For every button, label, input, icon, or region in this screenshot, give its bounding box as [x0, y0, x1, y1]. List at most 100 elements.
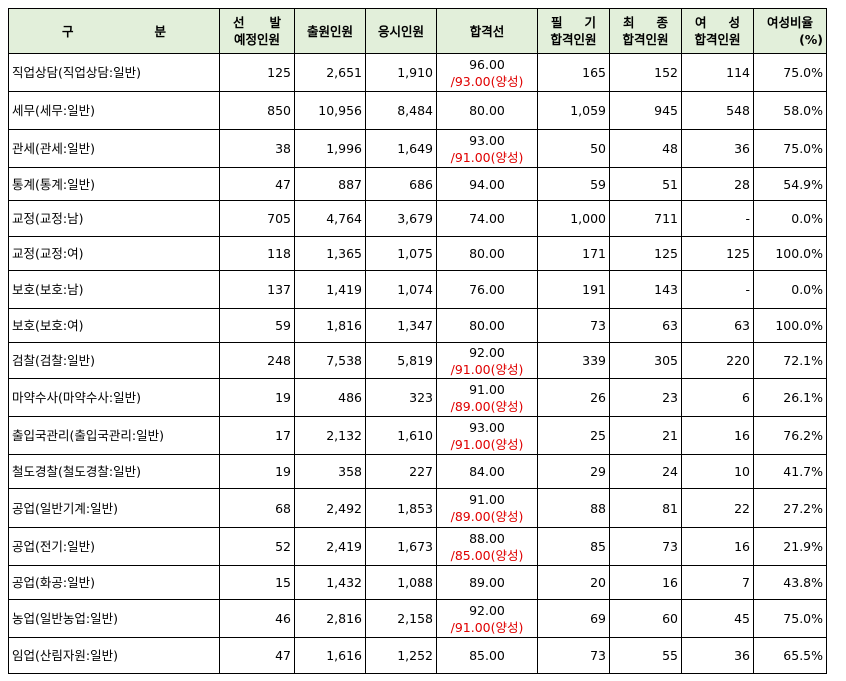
- cell-final-pass[interactable]: 143: [609, 270, 682, 309]
- cell-applicants[interactable]: 1,365: [294, 236, 366, 271]
- cell-name[interactable]: 공업(전기:일반): [8, 527, 220, 566]
- cell-written-pass[interactable]: 171: [537, 236, 610, 271]
- cell-examinees[interactable]: 1,910: [365, 53, 437, 92]
- cell-cutoff[interactable]: 80.00: [436, 236, 538, 271]
- header-female-pass[interactable]: 여 성 합격인원: [681, 8, 754, 54]
- cell-female-pass[interactable]: 28: [681, 167, 754, 201]
- cell-final-pass[interactable]: 152: [609, 53, 682, 92]
- header-category[interactable]: 구 분: [8, 8, 220, 54]
- cell-final-pass[interactable]: 48: [609, 129, 682, 168]
- cell-examinees[interactable]: 5,819: [365, 342, 437, 379]
- cell-cutoff[interactable]: 84.00: [436, 454, 538, 489]
- cell-name[interactable]: 교정(교정:남): [8, 200, 220, 237]
- cell-name[interactable]: 통계(통계:일반): [8, 167, 220, 201]
- cell-female-pass[interactable]: -: [681, 270, 754, 309]
- cell-cutoff[interactable]: 91.00/89.00(양성): [436, 488, 538, 528]
- cell-written-pass[interactable]: 69: [537, 599, 610, 638]
- cell-name[interactable]: 마약수사(마약수사:일반): [8, 378, 220, 417]
- cell-name[interactable]: 공업(일반기계:일반): [8, 488, 220, 528]
- cell-name[interactable]: 검찰(검찰:일반): [8, 342, 220, 379]
- cell-applicants[interactable]: 1,816: [294, 308, 366, 343]
- cell-applicants[interactable]: 1,616: [294, 637, 366, 674]
- cell-planned[interactable]: 125: [219, 53, 295, 92]
- cell-planned[interactable]: 118: [219, 236, 295, 271]
- cell-cutoff[interactable]: 89.00: [436, 565, 538, 600]
- cell-final-pass[interactable]: 81: [609, 488, 682, 528]
- cell-planned[interactable]: 137: [219, 270, 295, 309]
- cell-final-pass[interactable]: 125: [609, 236, 682, 271]
- cell-female-ratio[interactable]: 26.1%: [752, 378, 828, 417]
- cell-examinees[interactable]: 3,679: [365, 200, 437, 237]
- cell-applicants[interactable]: 10,956: [294, 91, 366, 130]
- cell-examinees[interactable]: 1,075: [365, 236, 437, 271]
- cell-final-pass[interactable]: 60: [609, 599, 682, 638]
- cell-applicants[interactable]: 1,432: [294, 565, 366, 600]
- cell-examinees[interactable]: 1,347: [365, 308, 437, 343]
- cell-examinees[interactable]: 1,853: [365, 488, 437, 528]
- cell-planned[interactable]: 248: [219, 342, 295, 379]
- cell-female-pass[interactable]: 45: [681, 599, 754, 638]
- cell-examinees[interactable]: 1,088: [365, 565, 437, 600]
- cell-written-pass[interactable]: 85: [537, 527, 610, 566]
- cell-female-ratio[interactable]: 76.2%: [752, 416, 828, 455]
- header-final-pass[interactable]: 최 종 합격인원: [609, 8, 682, 54]
- cell-name[interactable]: 임업(산림자원:일반): [8, 637, 220, 674]
- cell-planned[interactable]: 47: [219, 637, 295, 674]
- cell-cutoff[interactable]: 92.00/91.00(양성): [436, 342, 538, 379]
- cell-planned[interactable]: 46: [219, 599, 295, 638]
- cell-name[interactable]: 보호(보호:남): [8, 270, 220, 309]
- cell-cutoff[interactable]: 94.00: [436, 167, 538, 201]
- cell-female-pass[interactable]: 7: [681, 565, 754, 600]
- cell-cutoff[interactable]: 85.00: [436, 637, 538, 674]
- cell-examinees[interactable]: 1,610: [365, 416, 437, 455]
- cell-written-pass[interactable]: 191: [537, 270, 610, 309]
- cell-examinees[interactable]: 227: [365, 454, 437, 489]
- cell-female-ratio[interactable]: 65.5%: [752, 637, 828, 674]
- cell-planned[interactable]: 19: [219, 378, 295, 417]
- cell-cutoff[interactable]: 76.00: [436, 270, 538, 309]
- cell-final-pass[interactable]: 945: [609, 91, 682, 130]
- cell-cutoff[interactable]: 80.00: [436, 308, 538, 343]
- cell-female-ratio[interactable]: 0.0%: [752, 270, 828, 309]
- cell-applicants[interactable]: 2,492: [294, 488, 366, 528]
- cell-written-pass[interactable]: 20: [537, 565, 610, 600]
- cell-female-ratio[interactable]: 75.0%: [752, 129, 828, 168]
- cell-name[interactable]: 공업(화공:일반): [8, 565, 220, 600]
- cell-cutoff[interactable]: 96.00/93.00(양성): [436, 53, 538, 92]
- cell-applicants[interactable]: 2,816: [294, 599, 366, 638]
- cell-female-ratio[interactable]: 27.2%: [752, 488, 828, 528]
- cell-female-ratio[interactable]: 58.0%: [752, 91, 828, 130]
- cell-applicants[interactable]: 4,764: [294, 200, 366, 237]
- cell-examinees[interactable]: 686: [365, 167, 437, 201]
- cell-name[interactable]: 세무(세무:일반): [8, 91, 220, 130]
- cell-applicants[interactable]: 358: [294, 454, 366, 489]
- cell-applicants[interactable]: 1,419: [294, 270, 366, 309]
- cell-planned[interactable]: 17: [219, 416, 295, 455]
- header-examinees[interactable]: 응시인원: [365, 8, 437, 54]
- cell-female-pass[interactable]: 36: [681, 129, 754, 168]
- cell-cutoff[interactable]: 91.00/89.00(양성): [436, 378, 538, 417]
- cell-name[interactable]: 보호(보호:여): [8, 308, 220, 343]
- cell-female-ratio[interactable]: 54.9%: [752, 167, 828, 201]
- cell-cutoff[interactable]: 74.00: [436, 200, 538, 237]
- cell-examinees[interactable]: 1,649: [365, 129, 437, 168]
- header-applicants[interactable]: 출원인원: [294, 8, 366, 54]
- cell-examinees[interactable]: 1,673: [365, 527, 437, 566]
- cell-applicants[interactable]: 2,132: [294, 416, 366, 455]
- cell-female-pass[interactable]: 36: [681, 637, 754, 674]
- cell-final-pass[interactable]: 16: [609, 565, 682, 600]
- cell-female-pass[interactable]: 548: [681, 91, 754, 130]
- cell-female-pass[interactable]: 16: [681, 416, 754, 455]
- cell-female-ratio[interactable]: 43.8%: [752, 565, 828, 600]
- cell-final-pass[interactable]: 21: [609, 416, 682, 455]
- header-cutoff[interactable]: 합격선: [436, 8, 538, 54]
- cell-applicants[interactable]: 1,996: [294, 129, 366, 168]
- cell-female-pass[interactable]: 10: [681, 454, 754, 489]
- cell-written-pass[interactable]: 50: [537, 129, 610, 168]
- cell-applicants[interactable]: 2,651: [294, 53, 366, 92]
- cell-female-ratio[interactable]: 100.0%: [752, 308, 828, 343]
- cell-planned[interactable]: 38: [219, 129, 295, 168]
- cell-written-pass[interactable]: 26: [537, 378, 610, 417]
- cell-cutoff[interactable]: 93.00/91.00(양성): [436, 416, 538, 455]
- cell-cutoff[interactable]: 93.00/91.00(양성): [436, 129, 538, 168]
